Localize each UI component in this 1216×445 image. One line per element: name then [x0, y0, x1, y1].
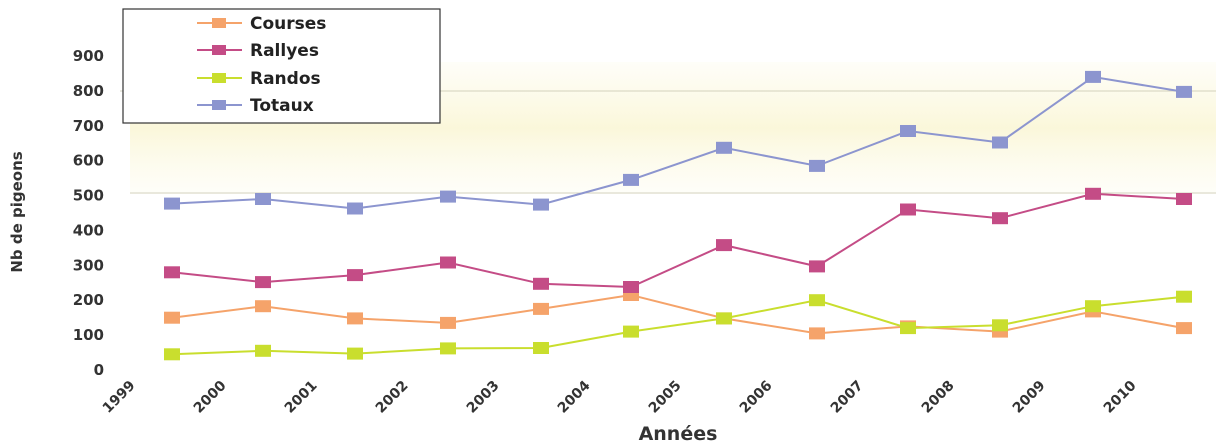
y-tick-label: 800: [73, 82, 104, 100]
legend-box: [122, 8, 441, 124]
y-tick-label: 500: [73, 187, 104, 205]
data-point: [900, 125, 916, 137]
data-point: [1176, 193, 1192, 205]
series-totaux: [164, 70, 1192, 215]
data-point: [440, 190, 456, 203]
legend-item: Courses: [197, 14, 326, 34]
legend-label: Randos: [250, 69, 321, 89]
data-point: [809, 327, 825, 340]
data-point: [440, 342, 456, 355]
data-point: [347, 269, 363, 282]
data-point: [809, 260, 825, 273]
legend-item: Totaux: [197, 96, 314, 116]
data-point: [533, 342, 549, 354]
data-point: [716, 141, 732, 154]
y-tick-label: 400: [73, 221, 104, 239]
data-point: [1085, 300, 1101, 313]
y-axis-ticks: 0 100 200 300 400 500 600 700 800 900: [73, 47, 104, 379]
legend-item: Rallyes: [197, 41, 319, 61]
y-tick-label: 600: [73, 152, 104, 170]
series-line: [171, 192, 1185, 289]
data-point: [716, 312, 732, 325]
data-point: [992, 212, 1008, 225]
legend-marker: [212, 100, 226, 110]
legend-label: Rallyes: [250, 41, 319, 61]
x-tick-label: 2006: [737, 378, 776, 417]
legend-marker: [212, 45, 226, 55]
x-axis-title: Années: [639, 423, 718, 445]
data-point: [716, 239, 732, 252]
y-tick-label: 300: [73, 256, 104, 274]
data-point: [255, 193, 271, 205]
series-randos: [164, 290, 1192, 361]
data-point: [255, 276, 271, 289]
legend-label: Courses: [250, 14, 326, 34]
x-tick-label: 2002: [373, 378, 412, 417]
data-point: [164, 266, 180, 279]
x-tick-label: 2005: [646, 378, 685, 417]
legend-item: Randos: [197, 69, 321, 89]
data-point: [164, 197, 180, 210]
data-point: [900, 203, 916, 216]
x-tick-label: 2001: [282, 378, 321, 417]
x-tick-label: 2010: [1101, 378, 1140, 417]
series-line: [171, 75, 1185, 210]
x-tick-label: 2008: [919, 378, 958, 417]
x-tick-label: 2003: [464, 378, 503, 417]
data-point: [255, 344, 271, 357]
data-point: [992, 319, 1008, 332]
y-tick-label: 900: [73, 47, 104, 65]
x-tick-label: 1999: [100, 378, 139, 417]
y-tick-label: 700: [73, 117, 104, 135]
data-point: [440, 316, 456, 329]
legend-label: Totaux: [250, 96, 314, 116]
series-courses: [164, 289, 1192, 340]
y-tick-label: 200: [73, 291, 104, 309]
x-tick-label: 2004: [555, 378, 594, 417]
x-axis-ticks: 1999 2000 2001 2002 2003 2004 2005 2006 2007 2008…: [100, 378, 1140, 417]
data-point: [623, 281, 639, 293]
y-tick-label: 0: [94, 361, 104, 379]
data-point: [1085, 70, 1101, 83]
data-point: [1176, 290, 1192, 303]
series-line: [171, 293, 1185, 335]
data-point: [623, 325, 639, 338]
data-point: [164, 311, 180, 324]
legend-marker: [212, 73, 226, 83]
y-axis-title: Nb de pigeons: [8, 151, 26, 272]
data-point: [347, 312, 363, 325]
data-point: [623, 173, 639, 186]
legend: Courses Rallyes Randos Totaux: [122, 8, 441, 124]
data-point: [900, 322, 916, 335]
data-point: [809, 159, 825, 172]
data-point: [533, 277, 549, 290]
data-point: [533, 302, 549, 315]
x-tick-label: 2009: [1010, 378, 1049, 417]
data-point: [440, 256, 456, 269]
data-point: [1176, 322, 1192, 335]
data-point: [347, 202, 363, 215]
data-point: [164, 348, 180, 361]
series-rallyes: [164, 187, 1192, 293]
series-line: [171, 295, 1185, 356]
x-tick-label: 2000: [191, 378, 230, 417]
data-point: [1176, 85, 1192, 98]
x-tick-label: 2007: [828, 378, 867, 417]
legend-marker: [212, 18, 226, 28]
data-point: [533, 198, 549, 211]
data-point: [347, 347, 363, 360]
data-point: [809, 294, 825, 307]
data-point: [992, 136, 1008, 149]
data-point: [255, 300, 271, 313]
y-tick-label: 100: [73, 326, 104, 344]
data-point: [1085, 187, 1101, 200]
